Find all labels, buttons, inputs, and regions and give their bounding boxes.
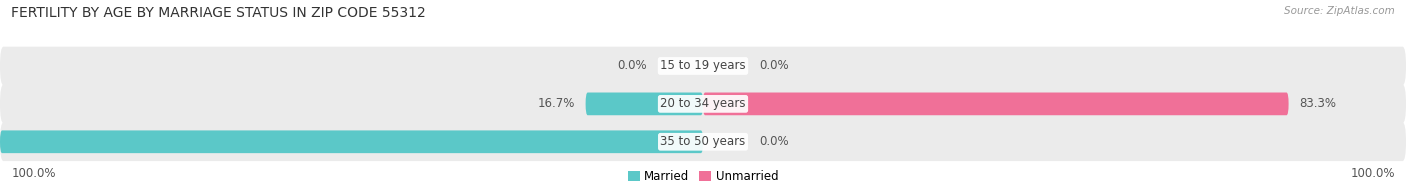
Text: 15 to 19 years: 15 to 19 years <box>661 60 745 73</box>
Text: 35 to 50 years: 35 to 50 years <box>661 135 745 148</box>
Text: 83.3%: 83.3% <box>1299 97 1336 110</box>
Text: Source: ZipAtlas.com: Source: ZipAtlas.com <box>1284 6 1395 16</box>
FancyBboxPatch shape <box>0 84 1406 123</box>
Text: FERTILITY BY AGE BY MARRIAGE STATUS IN ZIP CODE 55312: FERTILITY BY AGE BY MARRIAGE STATUS IN Z… <box>11 6 426 20</box>
Text: 20 to 34 years: 20 to 34 years <box>661 97 745 110</box>
Text: 0.0%: 0.0% <box>759 135 789 148</box>
Text: 100.0%: 100.0% <box>11 167 56 180</box>
Text: 0.0%: 0.0% <box>759 60 789 73</box>
FancyBboxPatch shape <box>586 93 703 115</box>
Text: 0.0%: 0.0% <box>617 60 647 73</box>
FancyBboxPatch shape <box>0 47 1406 85</box>
FancyBboxPatch shape <box>703 93 1289 115</box>
Text: 100.0%: 100.0% <box>1350 167 1395 180</box>
Text: 16.7%: 16.7% <box>537 97 575 110</box>
FancyBboxPatch shape <box>0 130 703 153</box>
FancyBboxPatch shape <box>0 122 1406 161</box>
Legend: Married, Unmarried: Married, Unmarried <box>623 166 783 188</box>
